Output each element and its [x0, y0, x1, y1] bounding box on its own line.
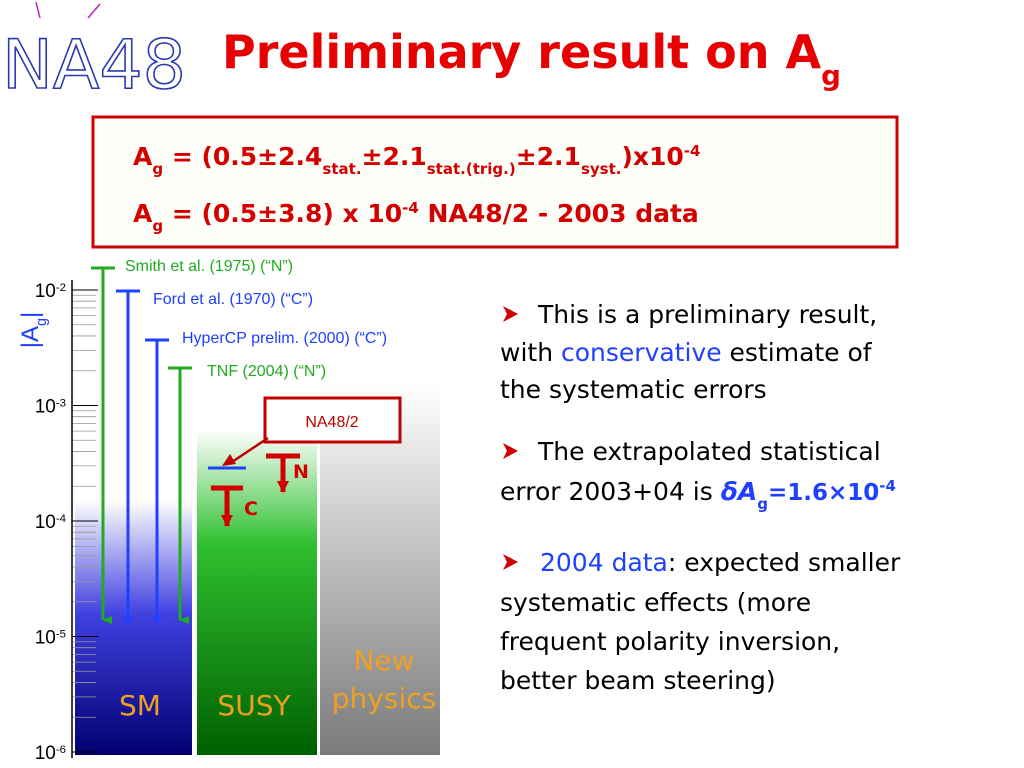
- bullet-text: The extrapolated statistical: [537, 437, 881, 466]
- t: δA: [721, 477, 758, 506]
- tick-base: 10: [35, 397, 56, 418]
- f: ±2.1: [362, 142, 427, 171]
- f: = (0.5±2.4: [163, 142, 322, 171]
- bullet-text: error 2003+04 is δAg=1.6×10-4: [500, 477, 896, 513]
- bullet: [503, 554, 518, 570]
- bullet: [503, 443, 518, 459]
- tick-label: 10-2: [35, 281, 66, 302]
- region-label: SUSY: [217, 689, 291, 722]
- f: g: [152, 217, 163, 235]
- bullets: [503, 306, 518, 570]
- axis-label: |Ag|: [17, 312, 50, 349]
- axis-ticks: [72, 289, 98, 753]
- tick-exp: -6: [56, 744, 66, 756]
- meas-label: HyperCP prelim. (2000) (“C”): [182, 330, 387, 347]
- tick-base: 10: [35, 628, 56, 649]
- tick-base: 10: [35, 281, 56, 302]
- t: error 2003+04 is: [500, 477, 721, 506]
- f: A: [133, 142, 153, 171]
- bullet-text: with conservative estimate of: [500, 338, 873, 367]
- f: NA48/2 - 2003 data: [419, 199, 699, 228]
- logo: NA48: [2, 26, 186, 105]
- al: |: [17, 312, 44, 318]
- meas-label: TNF (2004) (“N”): [207, 363, 326, 380]
- t: conservative: [561, 338, 722, 367]
- formula-2: Ag = (0.5±3.8) x 10-4 NA48/2 - 2003 data: [133, 199, 699, 235]
- al: g: [34, 318, 50, 326]
- na48-box: [263, 396, 402, 444]
- logo-arrow: [87, 3, 101, 19]
- al: |A: [17, 326, 44, 348]
- f: ±2.1: [516, 142, 581, 171]
- result-box: [91, 115, 899, 249]
- region-label: SM: [119, 689, 161, 722]
- tick-label: 10-3: [35, 397, 66, 418]
- t: g: [757, 495, 768, 513]
- f: -4: [684, 142, 701, 160]
- sm-region: [75, 500, 192, 755]
- charged-label: C: [244, 498, 258, 520]
- t: =1.6×10: [768, 480, 879, 506]
- t: with: [500, 338, 561, 367]
- f: )x10: [621, 142, 683, 171]
- tick-label: 10-4: [35, 512, 66, 533]
- title: Preliminary result on Ag: [222, 25, 841, 92]
- bullet-text: systematic effects (more: [500, 588, 811, 617]
- bullet-text: This is a preliminary result,: [537, 300, 877, 329]
- meas-label: Smith et al. (1975) (“N”): [125, 258, 293, 275]
- pointer: [231, 436, 269, 464]
- f: -4: [402, 199, 419, 217]
- title-sub: g: [821, 59, 841, 92]
- bullet-text: frequent polarity inversion,: [500, 627, 840, 656]
- tick-base: 10: [35, 512, 56, 533]
- f: stat.: [322, 160, 361, 178]
- region-label: New: [353, 644, 414, 677]
- t: -4: [879, 477, 896, 495]
- bullet-text: 2004 data: expected smaller: [540, 548, 901, 577]
- f: stat.(trig.): [427, 160, 516, 178]
- f: A: [133, 199, 153, 228]
- formula-1: Ag = (0.5±2.4stat.±2.1stat.(trig.)±2.1sy…: [133, 142, 700, 178]
- logo-arrow: [35, 1, 41, 19]
- t: : expected smaller: [668, 548, 901, 577]
- newphys-region: [320, 385, 440, 755]
- tick-exp: -2: [56, 282, 66, 294]
- tick-exp: -4: [56, 513, 66, 525]
- meas-label: Ford et al. (1970) (“C”): [153, 291, 313, 308]
- tick-base: 10: [35, 743, 56, 764]
- tick-exp: -3: [56, 398, 66, 410]
- t: estimate of: [722, 338, 873, 367]
- t: 2004 data: [540, 548, 668, 577]
- f: = (0.5±3.8) x 10: [163, 199, 402, 228]
- bullet-text: the systematic errors: [500, 375, 767, 404]
- bullet: [503, 306, 518, 322]
- bullet-text: better beam steering): [500, 666, 776, 695]
- tick-label: 10-5: [35, 628, 66, 649]
- tick-exp: -5: [56, 629, 66, 641]
- title-text: Preliminary result on A: [222, 25, 821, 79]
- f: g: [152, 160, 163, 178]
- neutral-label: N: [293, 461, 309, 483]
- susy-region: [197, 430, 317, 755]
- region-label: physics: [332, 682, 436, 715]
- tick-label: 10-6: [35, 743, 66, 764]
- na48-label: NA48/2: [305, 414, 358, 431]
- pointer-head: [222, 454, 236, 466]
- f: syst.: [581, 160, 622, 178]
